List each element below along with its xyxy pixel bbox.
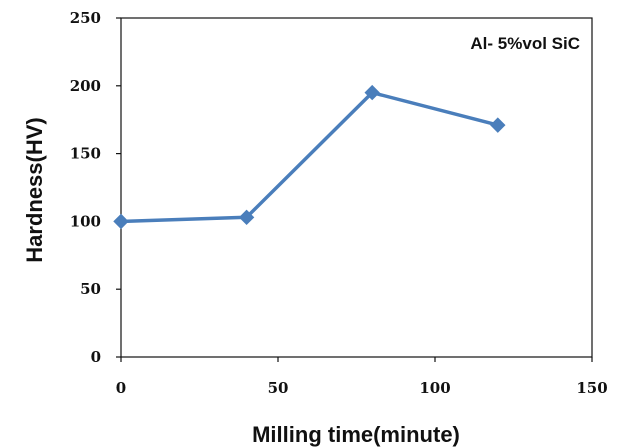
- x-tick-label: 0: [116, 379, 126, 397]
- x-tick-label: 100: [419, 379, 450, 397]
- y-tick-label: 200: [70, 77, 101, 95]
- y-axis-title: Hardness(HV): [22, 117, 47, 262]
- axis-ticks: [116, 17, 593, 362]
- x-tick-label: 50: [268, 379, 289, 397]
- plot-area-frame: [120, 17, 593, 358]
- series-line-0: [120, 90, 499, 224]
- tick-labels: 0 50 100 150 200 250 0 50 100 150: [70, 9, 608, 397]
- data-point-marker: [113, 213, 129, 230]
- y-tick-label: 50: [80, 280, 101, 298]
- y-tick-label: 0: [91, 348, 101, 366]
- legend-entry: Al- 5%vol SiC: [470, 34, 580, 53]
- series-layer: [113, 84, 506, 230]
- x-tick-label: 150: [576, 379, 607, 397]
- y-tick-label: 250: [70, 9, 101, 27]
- data-point-marker: [364, 84, 380, 101]
- data-point-marker: [490, 117, 506, 133]
- x-axis-title: Milling time(minute): [252, 422, 460, 447]
- data-point-marker: [238, 209, 255, 226]
- y-tick-label: 150: [70, 145, 101, 163]
- y-tick-label: 100: [70, 212, 101, 230]
